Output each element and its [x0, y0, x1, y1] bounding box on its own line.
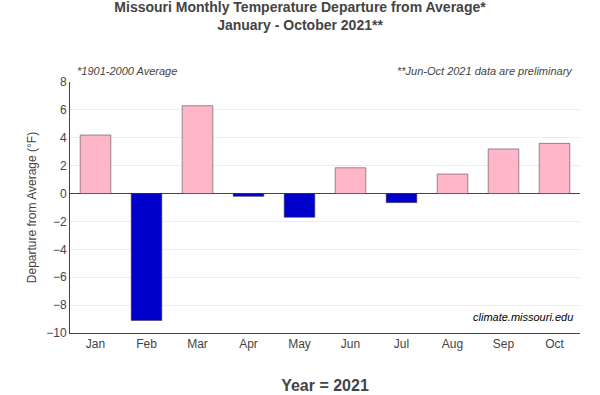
svg-text:climate.missouri.edu: climate.missouri.edu	[473, 311, 573, 323]
svg-text:May: May	[288, 337, 311, 351]
svg-text:−2: −2	[53, 215, 67, 229]
svg-text:Mar: Mar	[187, 337, 208, 351]
svg-text:Departure from Average (°F): Departure from Average (°F)	[25, 132, 39, 283]
svg-text:Oct: Oct	[545, 337, 564, 351]
svg-text:0: 0	[60, 187, 67, 201]
svg-text:Feb: Feb	[136, 337, 157, 351]
svg-text:−10: −10	[46, 326, 67, 340]
svg-text:**Jun-Oct 2021 data are prelim: **Jun-Oct 2021 data are preliminary	[397, 65, 573, 77]
svg-text:Jan: Jan	[86, 337, 105, 351]
svg-text:Jun: Jun	[341, 337, 360, 351]
svg-text:Year = 2021: Year = 2021	[281, 377, 369, 394]
svg-text:Missouri Monthly Temperature D: Missouri Monthly Temperature Departure f…	[114, 0, 486, 33]
svg-text:2: 2	[60, 159, 67, 173]
svg-text:−4: −4	[53, 243, 67, 257]
svg-text:6: 6	[60, 103, 67, 117]
svg-text:Sep: Sep	[493, 337, 515, 351]
svg-text:Apr: Apr	[239, 337, 258, 351]
svg-text:−8: −8	[53, 298, 67, 312]
svg-text:−6: −6	[53, 270, 67, 284]
svg-text:4: 4	[60, 131, 67, 145]
svg-text:*1901-2000 Average: *1901-2000 Average	[77, 65, 177, 77]
svg-text:8: 8	[60, 75, 67, 89]
svg-text:Aug: Aug	[442, 337, 463, 351]
svg-text:Jul: Jul	[394, 337, 409, 351]
